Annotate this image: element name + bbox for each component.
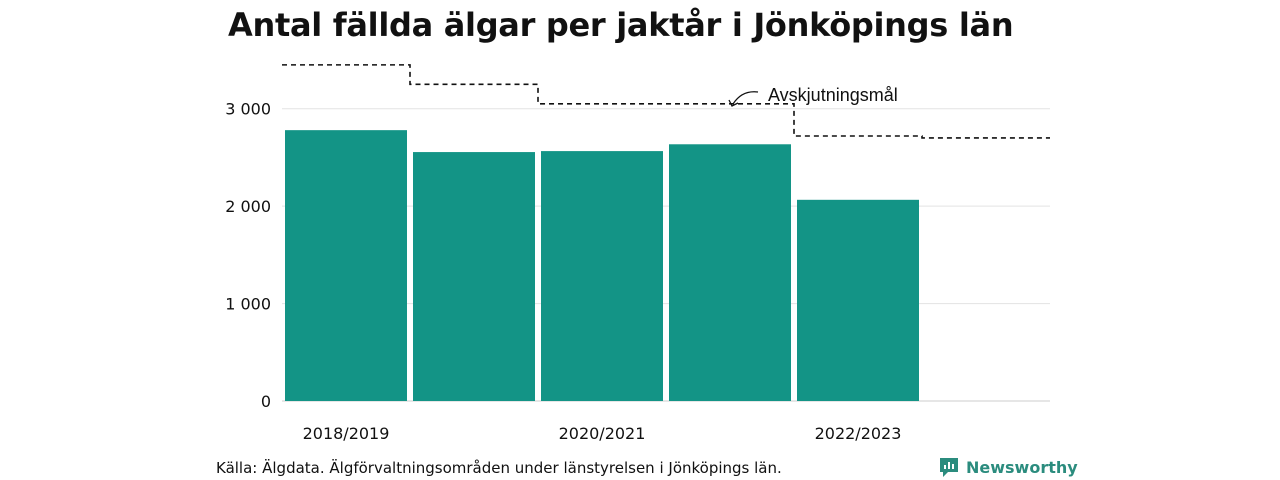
annotation-arrowhead-icon [728, 99, 739, 107]
y-tick-label: 1 000 [225, 295, 271, 314]
bar [413, 152, 535, 401]
source-note: Källa: Älgdata. Älgförvaltningsområden u… [216, 459, 782, 477]
bar [285, 130, 407, 402]
annotation-arrow-icon [732, 91, 759, 105]
x-tick-label: 2018/2019 [303, 424, 390, 443]
y-tick-label: 2 000 [225, 197, 271, 216]
grid-lines [282, 108, 1050, 402]
bar [797, 199, 919, 401]
x-tick-label: 2020/2021 [559, 424, 646, 443]
target-annotation: Avskjutningsmål [728, 85, 898, 107]
x-tick-label: 2022/2023 [815, 424, 902, 443]
y-tick-label: 0 [261, 392, 271, 411]
y-tick-label: 3 000 [225, 100, 271, 119]
bar [669, 144, 791, 402]
target-line-label: Avskjutningsmål [768, 85, 898, 105]
brand-name: Newsworthy [966, 457, 1078, 477]
bars [285, 130, 919, 402]
bar [541, 151, 663, 401]
x-axis-ticks: 2018/2019 2020/2021 2022/2023 [303, 424, 902, 443]
y-axis-ticks: 0 1 000 2 000 3 000 [225, 100, 271, 411]
newsworthy-logo-icon [940, 458, 958, 477]
target-line [282, 64, 1050, 139]
target-step-line [282, 64, 1050, 139]
brand-logo: Newsworthy [938, 456, 1078, 478]
chart-title: Antal fällda älgar per jaktår i Jönköpin… [228, 6, 1014, 44]
